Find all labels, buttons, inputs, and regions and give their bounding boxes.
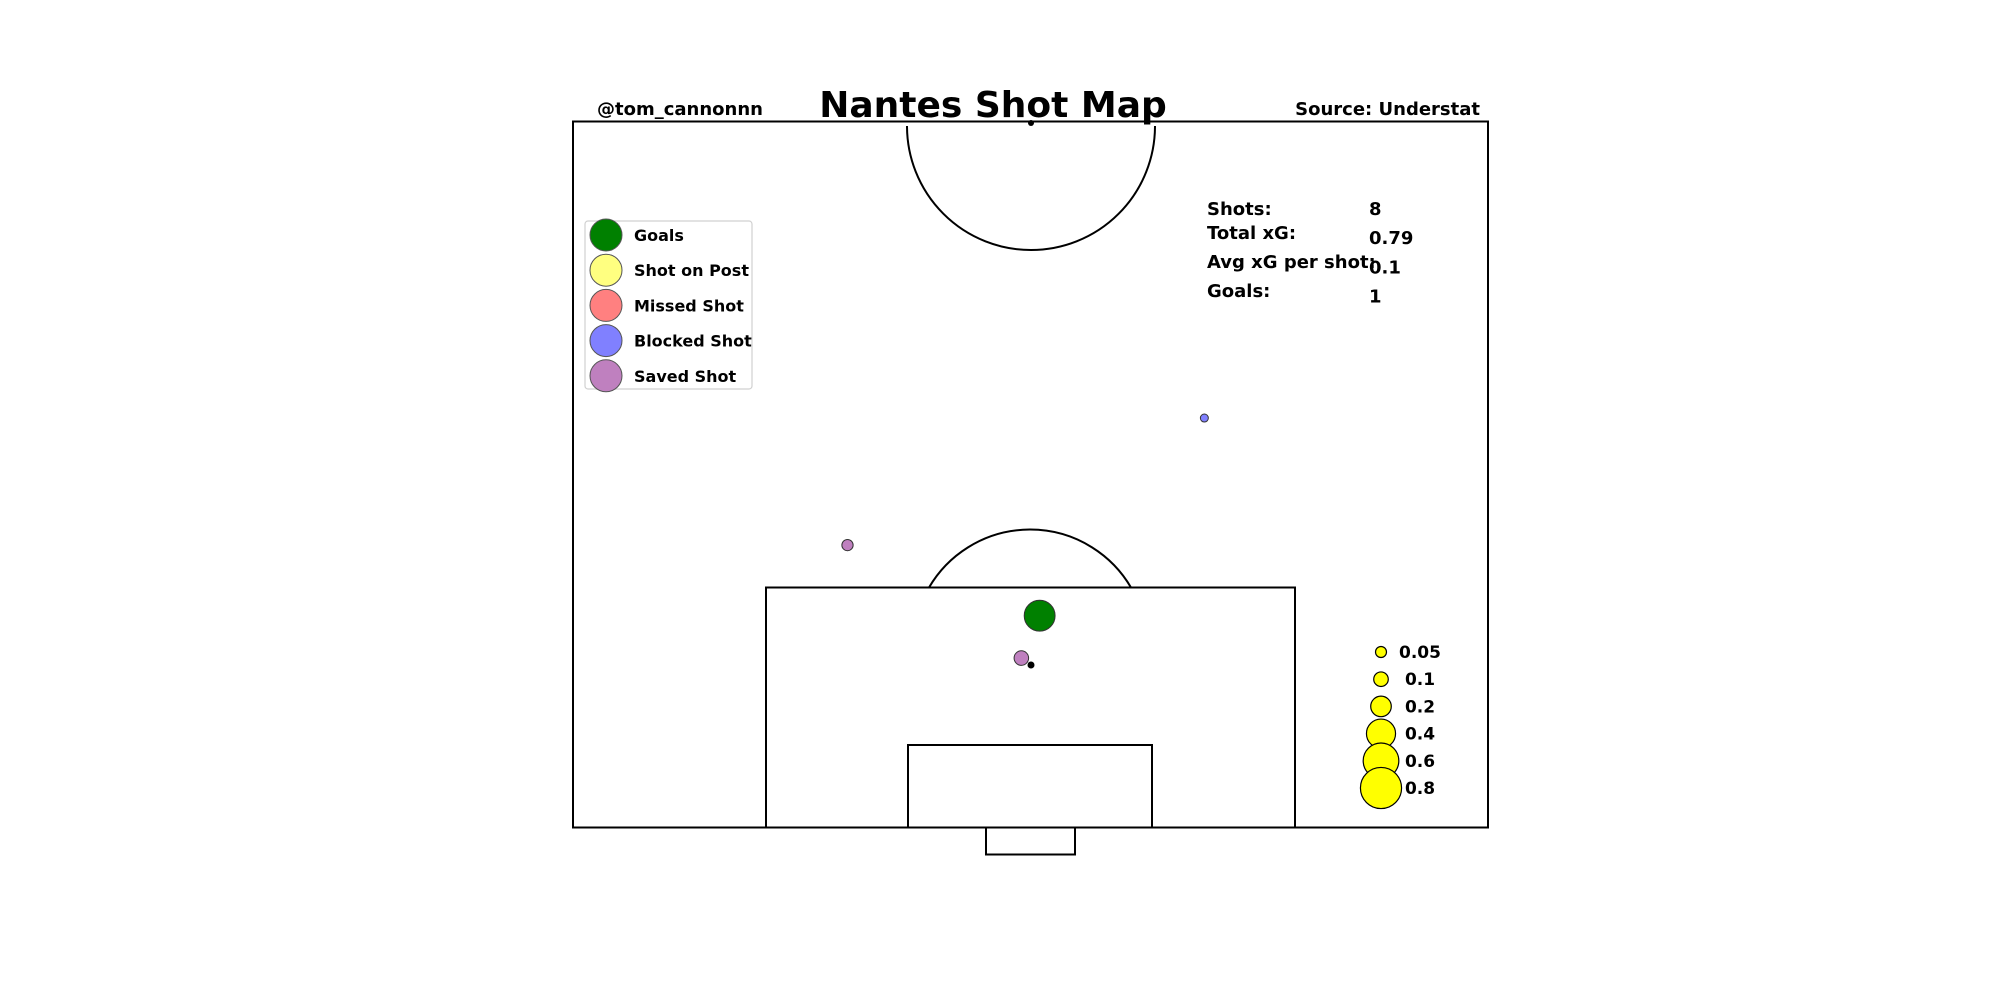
stats-panel: Shots: 8 Total xG: 0.79 Avg xG per shot:0.1 G… [1207,199,1413,308]
goal [985,826,1076,856]
stat-label: Shots: [1207,199,1272,220]
stat-value: 0.79 [1369,228,1413,249]
size-key-label: 0.8 [1405,779,1435,799]
center-spot [1028,120,1034,126]
legend-marker-missed [589,288,623,322]
legend-marker-blocked [589,324,623,358]
shots-layer [841,413,1209,666]
stat-value: 0.1 [1369,257,1401,278]
shot-saved-marker [1013,650,1030,666]
size-key-label: 0.2 [1405,697,1435,717]
legend-box [584,220,753,390]
legend-marker-post [589,253,623,287]
size-key-label: 0.1 [1405,670,1435,690]
stat-label: Goals: [1207,281,1270,302]
shot-saved-marker [841,538,854,552]
legend-label-missed: Missed Shot [634,296,744,315]
legend-marker-saved [589,359,623,393]
size-key-label: 0.6 [1405,752,1435,772]
legend-label-saved: Saved Shot [634,367,737,386]
legend-marker-goal [589,218,623,252]
author-handle: @tom_cannonnn [597,99,763,120]
penalty-spot [1027,661,1035,669]
shot-goal-marker [1023,599,1056,632]
legend-label-post: Shot on Post [634,261,749,280]
xg-size-key: 0.05 0.1 0.2 0.4 0.6 0.8 [1359,643,1441,810]
stat-label: Total xG: [1207,223,1296,244]
legend: Goals Shot on Post Missed Shot Blocked Shot… [584,218,753,393]
stat-label: Avg xG per shot: [1207,252,1376,273]
chart-title: Nantes Shot Map [819,85,1167,126]
size-key-marker [1373,671,1389,688]
size-key-marker [1374,645,1388,659]
size-key-label: 0.4 [1405,725,1435,745]
legend-label-blocked: Blocked Shot [634,332,752,351]
source-label: Source: Understat [1295,99,1480,120]
shot-blocked-marker [1199,413,1209,423]
stat-value: 1 [1369,287,1382,308]
size-key-marker [1370,695,1392,718]
penalty-arc [928,528,1132,589]
size-key-marker [1359,766,1403,810]
legend-label-goal: Goals [634,226,684,245]
size-key-label: 0.05 [1399,643,1441,663]
center-circle [906,125,1156,251]
stat-value: 8 [1369,199,1382,220]
